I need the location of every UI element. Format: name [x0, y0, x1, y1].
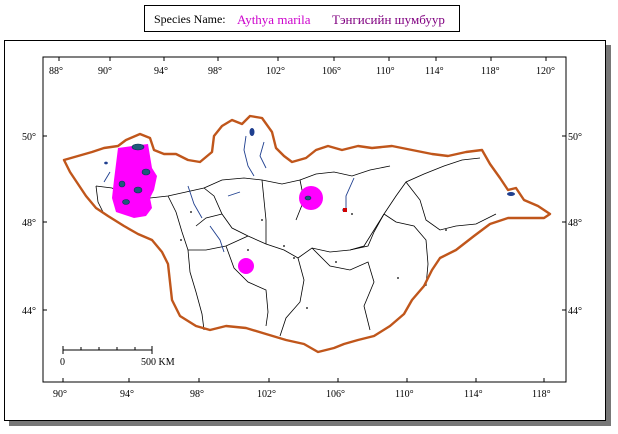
scale-end-label: 500 KM [141, 357, 175, 368]
scientific-name: Aythya marila [237, 12, 311, 27]
lake [507, 192, 515, 196]
lon-label: 110° [376, 66, 395, 77]
mongolian-name: Тэнгисийн шумбуур [332, 12, 445, 27]
lon-label: 88° [49, 66, 63, 77]
lon-label: 90° [53, 389, 67, 400]
species-name-box: Species Name: Aythya marila Тэнгисийн шу… [144, 5, 460, 32]
species-label: Species Name: [154, 12, 226, 26]
lat-label: 44° [22, 306, 36, 317]
lat-label: 44° [568, 306, 582, 317]
lon-label: 114° [425, 66, 444, 77]
lake [131, 143, 145, 151]
side-ticks [43, 135, 566, 311]
lat-label: 48° [568, 218, 582, 229]
lake [118, 180, 126, 188]
lon-label: 94° [154, 66, 168, 77]
top-ticks [58, 57, 547, 61]
lon-labels-top: 88° 90° 94° 98° 102° 106° 110° 114° 118°… [49, 66, 555, 77]
lake [122, 199, 130, 205]
lon-label: 114° [464, 389, 483, 400]
lon-label: 102° [257, 389, 276, 400]
lon-label: 106° [322, 66, 341, 77]
lon-label: 110° [395, 389, 414, 400]
lon-label: 118° [481, 66, 500, 77]
lake [104, 161, 108, 165]
lon-label: 106° [326, 389, 345, 400]
lon-label: 118° [532, 389, 551, 400]
national-border [62, 114, 552, 354]
rivers [103, 135, 355, 253]
lat-label: 50° [22, 132, 36, 143]
range-area-west [112, 144, 157, 218]
range-lakes [118, 143, 312, 205]
map-frame [4, 40, 606, 421]
lake [249, 128, 255, 136]
map-neatline [42, 56, 567, 383]
lon-label: 120° [536, 66, 555, 77]
lon-label: 98° [190, 389, 204, 400]
range-area-south [238, 258, 254, 274]
capital-marker [343, 208, 347, 212]
lon-label: 94° [120, 389, 134, 400]
lat-labels: 50° 48° 44° 50° 48° 44° [22, 132, 582, 317]
lon-label: 90° [98, 66, 112, 77]
scale-bar [62, 346, 153, 354]
lon-labels-bottom: 90° 94° 98° 102° 106° 110° 114° 118° [53, 389, 551, 400]
scale-start-label: 0 [60, 357, 65, 368]
lake [133, 186, 143, 194]
province-boundaries [95, 157, 497, 337]
lat-label: 50° [568, 132, 582, 143]
lon-label: 98° [208, 66, 222, 77]
bottom-ticks [62, 378, 545, 382]
lon-label: 102° [266, 66, 285, 77]
lake [304, 195, 312, 201]
town-markers [180, 211, 447, 309]
lat-label: 48° [22, 218, 36, 229]
lake [141, 168, 151, 176]
